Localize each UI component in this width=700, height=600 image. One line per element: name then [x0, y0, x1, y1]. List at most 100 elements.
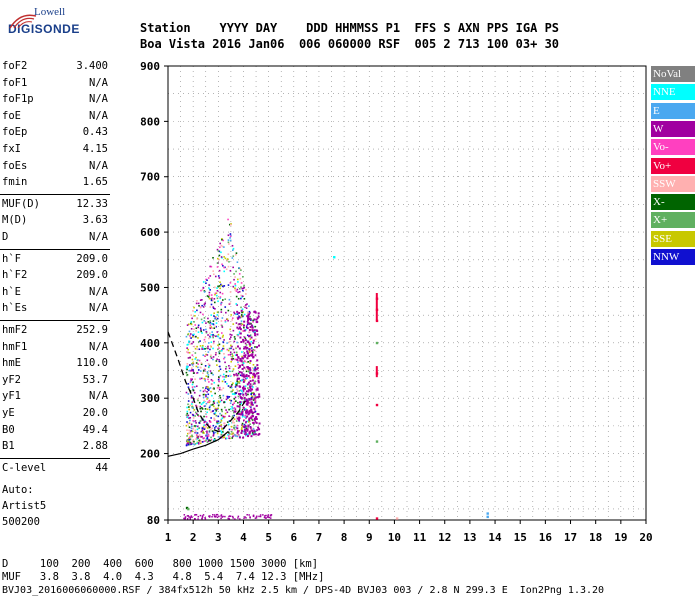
echo-point [201, 435, 203, 438]
echo-point [217, 348, 219, 351]
echo-point [236, 261, 239, 263]
echo-point [255, 404, 258, 407]
echo-point [228, 428, 231, 431]
echo-point [212, 400, 215, 403]
echo-point [249, 371, 251, 373]
echo-point [186, 366, 189, 369]
echo-point [207, 440, 210, 443]
echo-point [249, 387, 252, 390]
echo-point [201, 516, 204, 518]
echo-point [221, 436, 223, 439]
echo-point [234, 354, 237, 356]
echo-point [207, 401, 209, 404]
echo-point [216, 248, 219, 251]
echo-point [220, 303, 222, 306]
echo-point [230, 390, 233, 393]
echo-point [207, 342, 210, 344]
echo-point [375, 440, 379, 443]
echo-point [187, 438, 189, 441]
echo-point [244, 392, 247, 395]
echo-point [237, 515, 240, 518]
echo-point [188, 351, 191, 354]
echo-point [189, 518, 192, 520]
echo-point [220, 418, 223, 421]
echo-point [241, 398, 243, 400]
echo-point [208, 287, 210, 290]
echo-point [227, 218, 229, 221]
echo-point [246, 513, 248, 516]
echo-point [225, 409, 227, 411]
echo-point [239, 396, 242, 399]
echo-point [197, 441, 200, 444]
x-tick-label: 17 [564, 531, 577, 544]
echo-point [233, 421, 235, 424]
echo-point [241, 314, 243, 316]
echo-point [222, 345, 225, 347]
echo-point [245, 293, 247, 295]
echo-point [252, 348, 255, 351]
echo-point [206, 408, 209, 411]
echo-point [244, 306, 246, 308]
echo-point [187, 393, 190, 395]
echo-point [245, 288, 247, 291]
echo-point [225, 311, 227, 314]
echo-point [220, 332, 223, 334]
y-tick-label: 200 [140, 448, 160, 461]
echo-point [251, 411, 254, 414]
echo-point [223, 376, 226, 378]
echo-point [246, 320, 249, 323]
legend-item: NoVal [651, 66, 695, 82]
echo-point [224, 381, 227, 383]
echo-point [232, 389, 234, 391]
echo-point [199, 407, 202, 410]
echo-point [253, 397, 256, 400]
echo-point [208, 399, 211, 402]
echo-point [197, 414, 199, 416]
echo-point [242, 436, 245, 439]
echo-point [250, 319, 252, 321]
echo-point [205, 437, 208, 440]
echo-point [242, 289, 244, 292]
echo-point [252, 342, 255, 345]
echo-point [245, 370, 248, 373]
echo-point [249, 376, 251, 379]
echo-point [257, 426, 260, 429]
echo-point [196, 442, 198, 445]
echo-point [249, 338, 252, 340]
echo-point [196, 348, 199, 351]
echo-point [244, 346, 247, 349]
echo-point [237, 517, 239, 519]
echo-point [240, 309, 243, 312]
echo-point [206, 436, 209, 439]
echo-point [249, 384, 251, 387]
param-value: 0.43 [82, 126, 108, 139]
echo-point [217, 404, 220, 407]
echo-point [190, 369, 193, 371]
echo-point [202, 313, 204, 316]
echo-point [236, 304, 238, 306]
echo-point [213, 417, 215, 420]
param-name: M(D) [2, 214, 28, 227]
echo-point [252, 399, 255, 401]
echo-point [212, 431, 215, 433]
echo-point [204, 389, 206, 391]
echo-point [209, 289, 211, 291]
echo-point [245, 307, 248, 309]
param-name: foF1p [2, 93, 34, 106]
echo-point [236, 382, 239, 384]
footer-distance-row: D 100 200 400 600 800 1000 1500 3000 [km… [2, 558, 319, 570]
echo-point [188, 369, 191, 372]
echo-point [186, 439, 188, 442]
echo-point [257, 344, 260, 347]
param-name: foF2 [2, 60, 28, 72]
echo-point [218, 347, 220, 349]
echo-point [254, 410, 257, 413]
echo-point [229, 351, 232, 354]
echo-point [200, 289, 202, 292]
echo-point [228, 364, 230, 367]
echo-point [235, 313, 237, 316]
auto-artist: Artist5 [2, 500, 47, 512]
echo-point [253, 318, 256, 321]
echo-point [216, 289, 219, 292]
y-tick-label: 500 [140, 281, 160, 294]
